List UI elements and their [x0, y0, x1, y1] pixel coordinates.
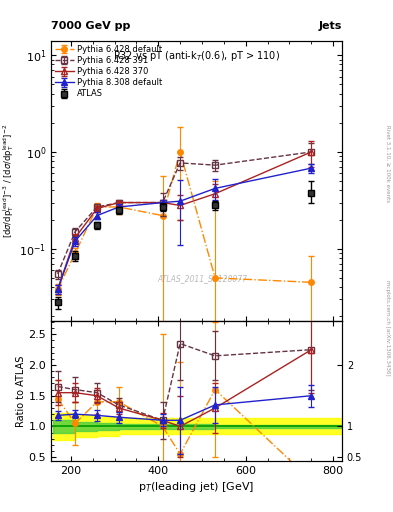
Text: ATLAS_2011_S9128077: ATLAS_2011_S9128077	[157, 274, 247, 283]
Y-axis label: Ratio to ATLAS: Ratio to ATLAS	[16, 355, 26, 426]
Text: Jets: Jets	[319, 21, 342, 31]
Text: mcplots.cern.ch [arXiv:1306.3436]: mcplots.cern.ch [arXiv:1306.3436]	[385, 280, 390, 375]
Legend: Pythia 6.428 default, Pythia 6.428 391, Pythia 6.428 370, Pythia 8.308 default, : Pythia 6.428 default, Pythia 6.428 391, …	[53, 44, 164, 100]
Text: R32 vs pT (anti-k$_T$(0.6), pT > 110): R32 vs pT (anti-k$_T$(0.6), pT > 110)	[113, 49, 280, 63]
X-axis label: p$_T$(leading jet) [GeV]: p$_T$(leading jet) [GeV]	[138, 480, 255, 494]
Text: Rivet 3.1.10, ≥ 100k events: Rivet 3.1.10, ≥ 100k events	[385, 125, 390, 202]
Y-axis label: [d$\sigma$/dp$_\mathrm{T}^{\mathrm{lead}}$]$^{-3}$ / [d$\sigma$/dp$_\mathrm{T}^{: [d$\sigma$/dp$_\mathrm{T}^{\mathrm{lead}…	[2, 124, 17, 238]
Text: 7000 GeV pp: 7000 GeV pp	[51, 21, 130, 31]
